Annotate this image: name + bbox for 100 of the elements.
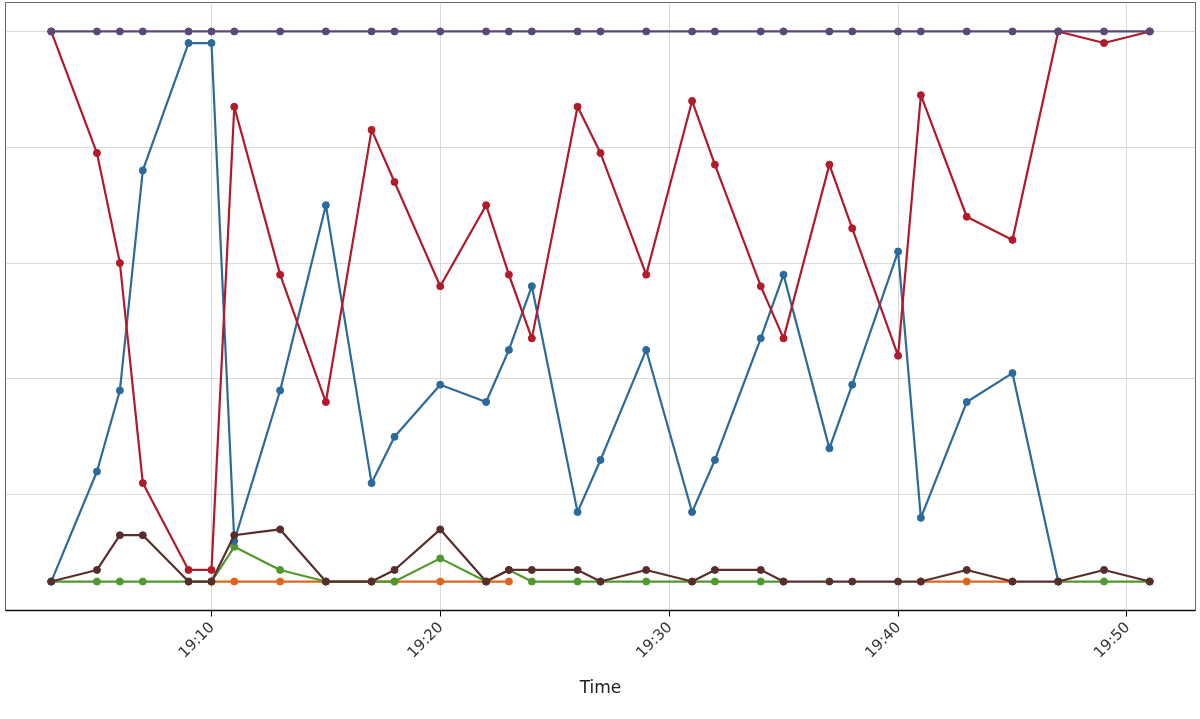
point — [184, 565, 193, 574]
point — [92, 565, 101, 574]
point — [1100, 27, 1109, 36]
point — [962, 212, 971, 221]
point — [642, 270, 651, 279]
point — [527, 577, 536, 586]
point — [184, 39, 193, 48]
point — [115, 259, 124, 268]
point — [276, 577, 285, 586]
point — [894, 351, 903, 360]
point — [596, 27, 605, 36]
point — [138, 166, 147, 175]
point — [482, 27, 491, 36]
point — [688, 508, 697, 517]
point — [779, 27, 788, 36]
point — [276, 270, 285, 279]
point — [894, 577, 903, 586]
point — [138, 479, 147, 488]
point — [367, 27, 376, 36]
point — [573, 565, 582, 574]
point — [688, 27, 697, 36]
point — [230, 531, 239, 540]
point — [1008, 369, 1017, 378]
point — [230, 27, 239, 36]
point — [894, 27, 903, 36]
point — [825, 160, 834, 169]
point — [596, 149, 605, 158]
point — [92, 149, 101, 158]
point — [756, 27, 765, 36]
point — [504, 345, 513, 354]
point — [642, 27, 651, 36]
point — [367, 125, 376, 134]
point — [138, 27, 147, 36]
point — [848, 577, 857, 586]
point — [848, 224, 857, 233]
point — [115, 577, 124, 586]
point — [92, 467, 101, 476]
point — [527, 27, 536, 36]
point — [115, 386, 124, 395]
point — [230, 102, 239, 111]
point — [573, 27, 582, 36]
point — [527, 282, 536, 291]
point — [276, 386, 285, 395]
point — [756, 577, 765, 586]
point — [504, 270, 513, 279]
point — [756, 334, 765, 343]
point — [962, 577, 971, 586]
point — [573, 577, 582, 586]
point — [1008, 235, 1017, 244]
point — [642, 577, 651, 586]
point — [504, 27, 513, 36]
point — [1100, 577, 1109, 586]
point — [527, 565, 536, 574]
point — [207, 39, 216, 48]
point — [321, 27, 330, 36]
point — [436, 554, 445, 563]
point — [825, 444, 834, 453]
point — [390, 565, 399, 574]
point — [436, 27, 445, 36]
point — [436, 525, 445, 534]
point — [962, 398, 971, 407]
point — [482, 201, 491, 210]
point — [138, 531, 147, 540]
point — [916, 513, 925, 522]
point — [779, 334, 788, 343]
point — [436, 380, 445, 389]
point — [436, 577, 445, 586]
point — [138, 577, 147, 586]
point — [436, 282, 445, 291]
point — [596, 455, 605, 464]
point — [756, 282, 765, 291]
point — [710, 455, 719, 464]
point — [710, 27, 719, 36]
point — [1100, 565, 1109, 574]
point — [642, 345, 651, 354]
point — [825, 27, 834, 36]
point — [390, 432, 399, 441]
point — [962, 27, 971, 36]
point — [1100, 39, 1109, 48]
point — [962, 565, 971, 574]
point — [276, 525, 285, 534]
point — [688, 96, 697, 105]
point — [482, 398, 491, 407]
point — [779, 270, 788, 279]
point — [710, 160, 719, 169]
point — [825, 577, 834, 586]
point — [184, 27, 193, 36]
point — [367, 479, 376, 488]
point — [390, 27, 399, 36]
point — [504, 577, 513, 586]
point — [321, 201, 330, 210]
point — [848, 27, 857, 36]
point — [848, 380, 857, 389]
point — [321, 398, 330, 407]
point — [1008, 27, 1017, 36]
point — [276, 565, 285, 574]
point — [207, 565, 216, 574]
point — [276, 27, 285, 36]
point — [710, 565, 719, 574]
point — [710, 577, 719, 586]
